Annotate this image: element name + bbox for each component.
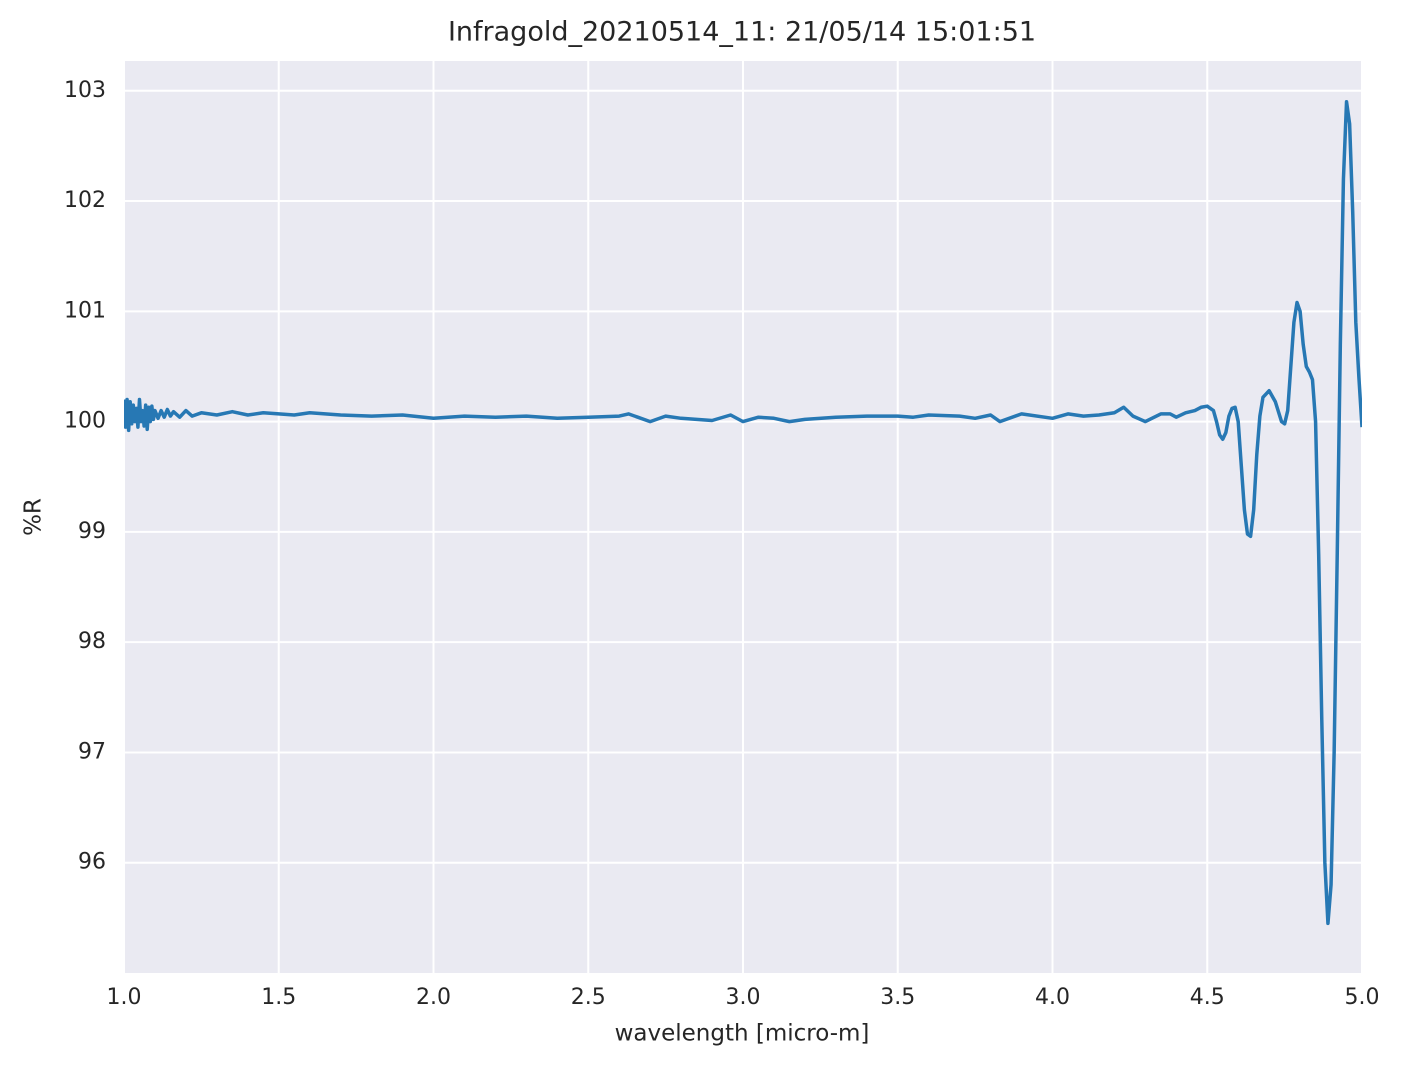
chart-title: Infragold_20210514_11: 21/05/14 15:01:51 — [448, 17, 1036, 48]
y-tick-label: 101 — [64, 298, 106, 323]
y-axis-label: %R — [21, 498, 47, 536]
x-tick-label: 4.5 — [1190, 985, 1225, 1010]
y-tick-label: 97 — [78, 739, 106, 764]
data-line — [124, 100, 1362, 926]
y-tick-label: 100 — [64, 409, 106, 434]
x-axis-label: wavelength [micro-m] — [615, 1021, 870, 1047]
y-tick-label: 103 — [64, 78, 106, 103]
x-tick-label: 3.0 — [726, 985, 761, 1010]
y-tick-label: 102 — [64, 188, 106, 213]
x-tick-label: 1.5 — [261, 985, 296, 1010]
x-tick-label: 2.5 — [571, 985, 606, 1010]
y-tick-label: 99 — [78, 519, 106, 544]
x-tick-label: 1.0 — [107, 985, 142, 1010]
y-tick-label: 96 — [78, 850, 106, 875]
y-tick-label: 98 — [78, 629, 106, 654]
x-tick-label: 3.5 — [880, 985, 915, 1010]
x-tick-label: 4.0 — [1035, 985, 1070, 1010]
x-tick-label: 5.0 — [1345, 985, 1380, 1010]
x-tick-label: 2.0 — [416, 985, 451, 1010]
